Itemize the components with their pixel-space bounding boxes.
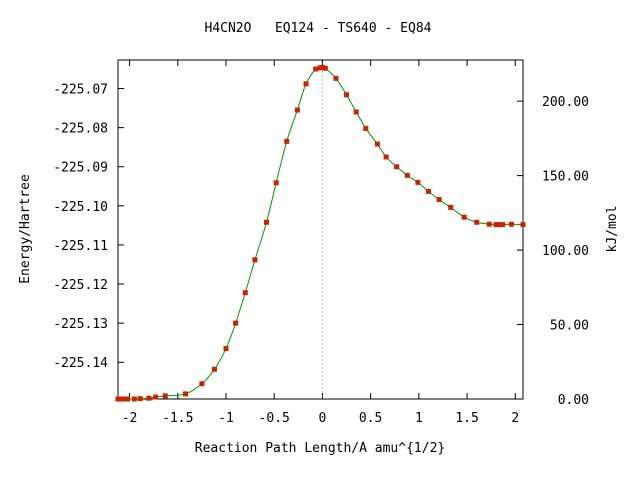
y-axis-label-left: Energy/Hartree [18, 174, 33, 284]
y-left-tick-label: -225.07 [53, 83, 108, 98]
data-point [223, 346, 229, 352]
data-point [374, 141, 380, 147]
x-tick-label: 2 [511, 411, 519, 426]
y-right-tick-label: 0.00 [558, 393, 589, 408]
y-left-tick-label: -225.13 [53, 317, 108, 332]
y-left-tick-label: -225.10 [53, 200, 108, 215]
y-axis-label-right: kJ/mol [605, 206, 620, 253]
x-tick-label: -0.5 [259, 411, 290, 426]
data-point [183, 391, 188, 397]
y-left-tick-label: -225.12 [53, 278, 108, 293]
data-point [273, 180, 279, 186]
y-left-tick-label: -225.11 [53, 239, 108, 254]
data-point [252, 257, 258, 263]
data-point [461, 214, 467, 220]
data-point [426, 188, 431, 194]
data-point [333, 75, 339, 81]
x-tick-label: -1.5 [162, 411, 193, 426]
y-left-tick-label: -225.08 [53, 122, 108, 137]
data-point [242, 290, 248, 296]
y-right-tick-label: 50.00 [550, 319, 589, 334]
data-point [415, 179, 421, 185]
data-point [404, 172, 410, 178]
plot-frame [117, 59, 524, 400]
data-point [294, 107, 300, 113]
data-point [363, 125, 369, 131]
data-point [233, 320, 239, 326]
data-point [284, 138, 290, 144]
data-point [474, 219, 480, 225]
y-left-tick-label: -225.09 [53, 161, 108, 176]
data-point [319, 64, 325, 70]
data-point [500, 222, 506, 228]
x-tick-label: 1 [415, 411, 423, 426]
data-point [162, 393, 168, 399]
data-point [322, 65, 328, 71]
data-point [125, 396, 131, 402]
data-point [303, 81, 309, 87]
y-right-tick-label: 150.00 [542, 170, 589, 185]
data-point [264, 219, 269, 225]
chart-title: H4CN2O EQ124 - TS640 - EQ84 [205, 21, 432, 36]
x-tick-label: -2 [122, 411, 138, 426]
data-point [383, 154, 389, 160]
data-point [448, 204, 454, 210]
x-axis-label: Reaction Path Length/A amu^{1/2} [195, 441, 445, 456]
data-point [137, 396, 143, 402]
series-curve [117, 66, 524, 400]
data-point [486, 221, 492, 227]
y-right-tick-label: 200.00 [542, 95, 589, 110]
data-point [493, 222, 499, 228]
data-point [118, 396, 124, 402]
data-point [394, 164, 400, 170]
data-point [211, 366, 217, 372]
data-point [115, 396, 121, 402]
data-point [508, 221, 514, 227]
x-tick-label: -1 [218, 411, 234, 426]
y-right-tick-label: 100.00 [542, 244, 589, 259]
data-point [199, 381, 205, 387]
x-tick-label: 0 [319, 411, 327, 426]
data-point [436, 197, 442, 203]
data-point [146, 395, 152, 401]
data-point [153, 394, 159, 400]
data-point [344, 92, 350, 98]
data-point [313, 66, 319, 72]
data-point [131, 396, 137, 402]
data-point [121, 396, 127, 402]
x-tick-label: 0.5 [359, 411, 382, 426]
x-tick-label: 1.5 [455, 411, 478, 426]
y-left-tick-label: -225.14 [53, 356, 108, 371]
data-point [520, 222, 526, 228]
data-point [496, 222, 502, 228]
data-point [353, 109, 359, 115]
